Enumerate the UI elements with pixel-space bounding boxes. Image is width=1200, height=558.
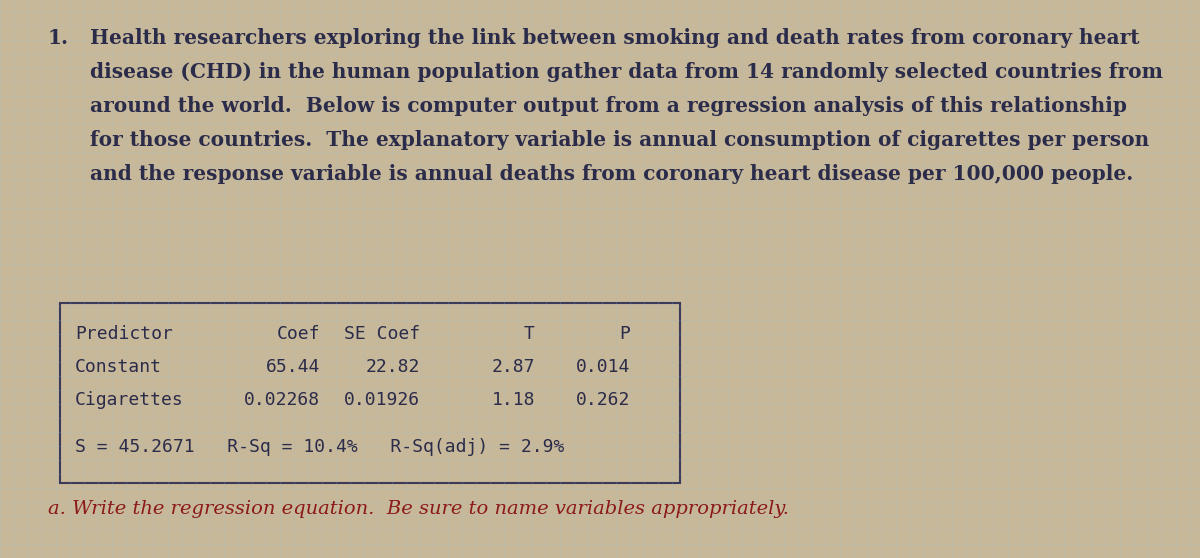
Text: 0.01926: 0.01926 xyxy=(344,391,420,409)
Text: P: P xyxy=(619,325,630,343)
Text: 22.82: 22.82 xyxy=(366,358,420,376)
Text: disease (CHD) in the human population gather data from 14 randomly selected coun: disease (CHD) in the human population ga… xyxy=(90,62,1163,82)
Text: 1.18: 1.18 xyxy=(492,391,535,409)
Text: Cigarettes: Cigarettes xyxy=(74,391,184,409)
Text: 0.014: 0.014 xyxy=(576,358,630,376)
Text: for those countries.  The explanatory variable is annual consumption of cigarett: for those countries. The explanatory var… xyxy=(90,130,1150,150)
Text: around the world.  Below is computer output from a regression analysis of this r: around the world. Below is computer outp… xyxy=(90,96,1127,116)
Text: Health researchers exploring the link between smoking and death rates from coron: Health researchers exploring the link be… xyxy=(90,28,1140,48)
Text: SE Coef: SE Coef xyxy=(344,325,420,343)
Text: 0.262: 0.262 xyxy=(576,391,630,409)
Text: 1.: 1. xyxy=(48,28,70,48)
Text: and the response variable is annual deaths from coronary heart disease per 100,0: and the response variable is annual deat… xyxy=(90,164,1133,184)
Text: 65.44: 65.44 xyxy=(265,358,320,376)
Text: Constant: Constant xyxy=(74,358,162,376)
Text: Coef: Coef xyxy=(276,325,320,343)
Text: 0.02268: 0.02268 xyxy=(244,391,320,409)
Bar xyxy=(60,303,680,483)
Text: 2.87: 2.87 xyxy=(492,358,535,376)
Text: S = 45.2671   R-Sq = 10.4%   R-Sq(adj) = 2.9%: S = 45.2671 R-Sq = 10.4% R-Sq(adj) = 2.9… xyxy=(74,438,564,456)
Text: a. Write the regression equation.  Be sure to name variables appropriately.: a. Write the regression equation. Be sur… xyxy=(48,500,790,518)
Text: Predictor: Predictor xyxy=(74,325,173,343)
Text: T: T xyxy=(524,325,535,343)
